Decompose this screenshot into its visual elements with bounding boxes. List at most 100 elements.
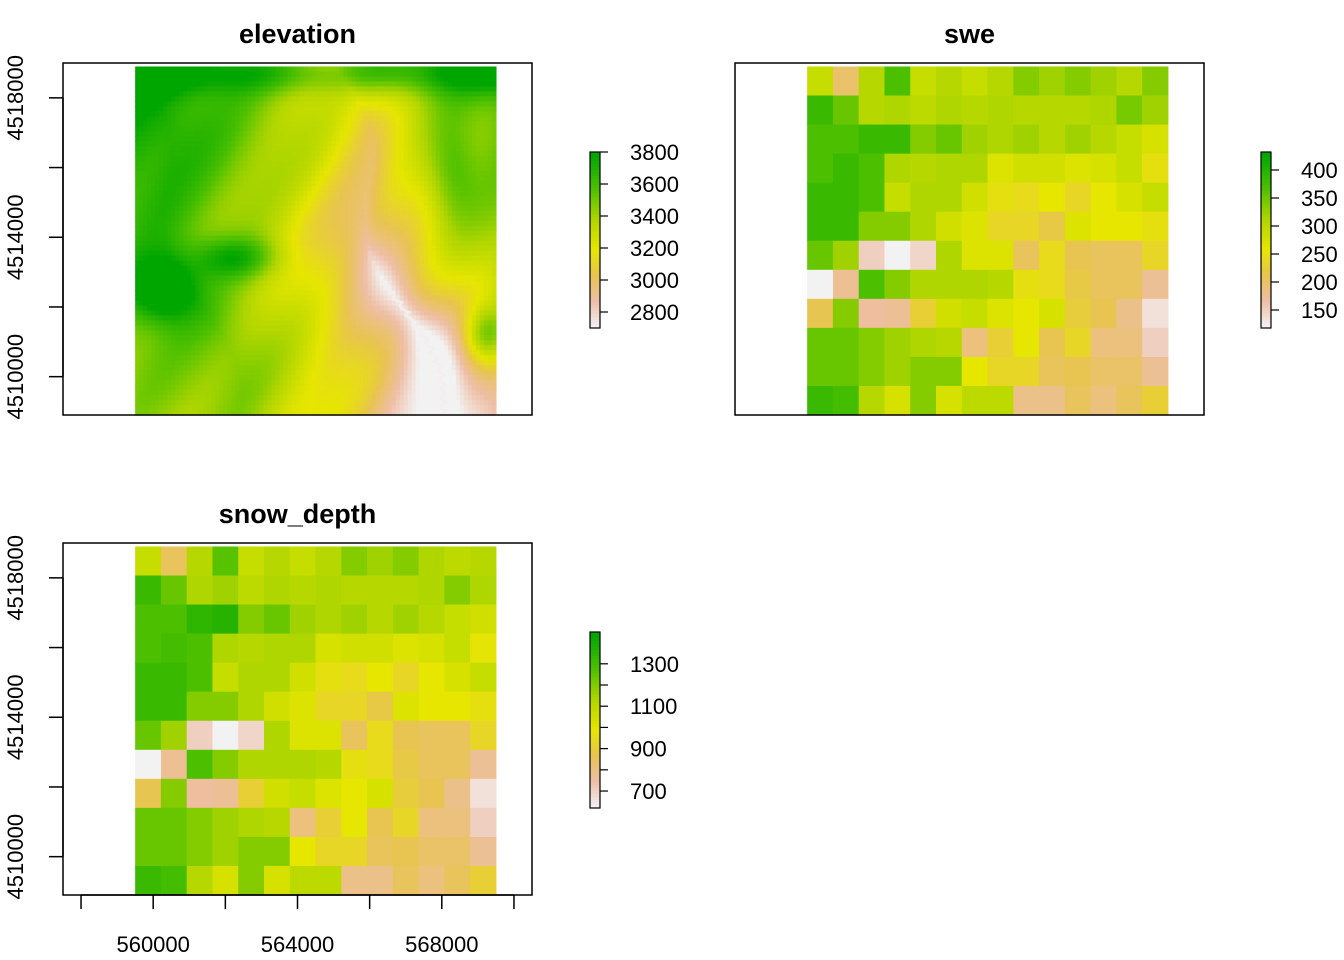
raster-cell [139, 126, 144, 132]
raster-cell [223, 180, 228, 187]
raster-cell [223, 250, 228, 257]
raster-cell [235, 101, 240, 107]
raster-cell [343, 101, 349, 107]
raster-cell [263, 310, 269, 317]
raster-cell [283, 330, 289, 336]
raster-cell [307, 340, 313, 346]
raster-cell [375, 270, 381, 277]
raster-cell [247, 86, 253, 92]
raster-cell [251, 270, 257, 277]
raster-cell [267, 121, 273, 127]
raster-cell [419, 136, 425, 142]
raster-cell [179, 245, 184, 252]
raster-cell [283, 101, 289, 107]
raster-cell [199, 71, 204, 78]
raster-cell [203, 210, 208, 217]
raster-cell [379, 205, 385, 212]
raster-cell [343, 106, 349, 112]
raster-cell [415, 76, 421, 83]
raster-cell [215, 300, 220, 307]
raster-cell [155, 300, 160, 307]
raster-cell [255, 136, 261, 142]
raster-cell [331, 305, 337, 312]
raster-cell [491, 96, 497, 102]
raster-cell [243, 265, 248, 272]
raster-cell [251, 166, 257, 172]
raster-cell [191, 81, 196, 88]
raster-cell [327, 171, 333, 177]
raster-cell [459, 295, 465, 302]
raster-cell [215, 265, 220, 272]
raster-cell [255, 245, 261, 252]
raster-cell [427, 230, 433, 237]
raster-cell [335, 200, 341, 207]
raster-cell [243, 315, 248, 322]
raster-cell [415, 280, 421, 287]
raster-cell [243, 330, 248, 336]
raster-cell [307, 116, 313, 122]
raster-cell [323, 161, 329, 167]
raster-cell [159, 280, 164, 287]
raster-cell [479, 190, 485, 197]
raster-cell [447, 96, 453, 102]
raster-cell [135, 101, 140, 107]
raster-cell [411, 310, 417, 317]
raster-cell [455, 245, 461, 252]
raster-cell [199, 280, 204, 287]
raster-cell [191, 205, 196, 212]
raster-cell [311, 146, 317, 152]
raster-cell [487, 146, 493, 152]
raster-cell [267, 270, 273, 277]
raster-cell [483, 290, 489, 297]
raster-cell [163, 195, 168, 202]
raster-cell [431, 171, 437, 177]
raster-cell [391, 96, 397, 102]
raster-cell [207, 185, 212, 192]
raster-cell [179, 210, 184, 217]
raster-cell [315, 151, 321, 157]
raster-cell [359, 315, 365, 322]
raster-cell [475, 225, 481, 232]
raster-cell [487, 335, 493, 341]
raster-cell [227, 340, 232, 346]
raster-cell [351, 295, 357, 302]
raster-cell [155, 220, 160, 227]
raster-cell [463, 320, 469, 326]
raster-cell [251, 195, 257, 202]
raster-cell [183, 200, 188, 207]
raster-cell [215, 340, 220, 346]
raster-cell [263, 131, 269, 137]
raster-cell [475, 156, 481, 162]
raster-cell [383, 86, 389, 92]
raster-cell [379, 220, 385, 227]
raster-cell [347, 121, 353, 127]
raster-cell [431, 305, 437, 312]
raster-cell [423, 305, 429, 312]
raster-cell [471, 270, 477, 277]
raster-cell [375, 235, 381, 242]
raster-cell [431, 146, 437, 152]
raster-cell [375, 116, 381, 122]
raster-cell [363, 290, 369, 297]
raster-cell [387, 305, 393, 312]
raster-cell [203, 66, 208, 73]
raster-cell [331, 260, 337, 267]
raster-cell [347, 180, 353, 187]
raster-cell [155, 106, 160, 112]
raster-cell [255, 131, 261, 137]
raster-cell [363, 166, 369, 172]
raster-cell [323, 230, 329, 237]
raster-cell [175, 325, 180, 331]
raster-cell [419, 141, 425, 147]
raster-cell [467, 200, 473, 207]
raster-cell [343, 146, 349, 152]
raster-cell [443, 180, 449, 187]
raster-cell [291, 240, 297, 247]
raster-cell [299, 310, 305, 317]
raster-cell [339, 220, 345, 227]
raster-cell [379, 66, 385, 73]
raster-cell [267, 111, 273, 117]
raster-cell [415, 91, 421, 97]
raster-cell [475, 126, 481, 132]
raster-cell [343, 335, 349, 341]
